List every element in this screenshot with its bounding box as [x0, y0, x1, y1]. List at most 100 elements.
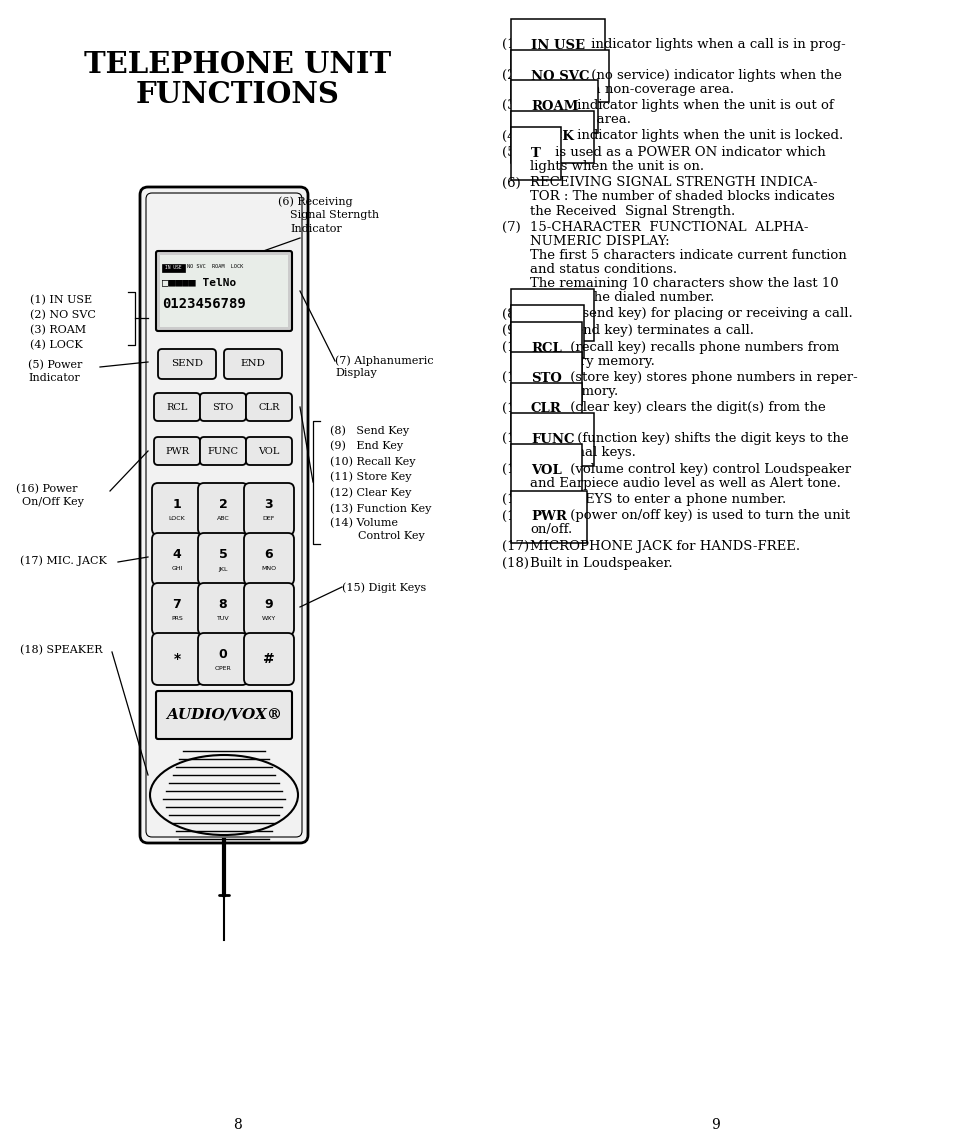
FancyBboxPatch shape [224, 349, 282, 379]
Text: 0123456789: 0123456789 [162, 297, 246, 311]
Text: (4): (4) [501, 129, 520, 143]
Text: MNO: MNO [261, 566, 276, 572]
Text: (2) NO SVC: (2) NO SVC [30, 310, 95, 321]
Bar [160, 254, 288, 327]
FancyBboxPatch shape [246, 393, 292, 421]
Text: repertory memory.: repertory memory. [530, 355, 654, 367]
Text: The first 5 characters indicate current function: The first 5 characters indicate current … [530, 249, 846, 262]
Text: 1: 1 [172, 499, 181, 511]
Text: 15-CHARACTER  FUNCTIONAL  ALPHA-: 15-CHARACTER FUNCTIONAL ALPHA- [530, 221, 807, 234]
FancyBboxPatch shape [156, 251, 292, 331]
Text: SEND: SEND [171, 359, 203, 369]
FancyBboxPatch shape [198, 583, 248, 636]
FancyBboxPatch shape [158, 349, 215, 379]
Bar [162, 264, 185, 272]
Text: Indicator: Indicator [28, 373, 80, 383]
Text: The remaining 10 characters show the last 10: The remaining 10 characters show the las… [530, 277, 838, 290]
Text: (18): (18) [501, 557, 529, 569]
Text: 4: 4 [172, 549, 181, 561]
Text: (9): (9) [501, 324, 520, 337]
Text: FUNC: FUNC [531, 432, 574, 446]
Text: □■■■■ TelNo: □■■■■ TelNo [162, 277, 236, 288]
Text: TELEPHONE UNIT: TELEPHONE UNIT [85, 50, 391, 79]
Text: PRS: PRS [171, 616, 183, 622]
Text: indicator lights when the unit is out of: indicator lights when the unit is out of [572, 99, 833, 112]
Text: (11) Store Key: (11) Store Key [330, 471, 411, 482]
Text: LOCK: LOCK [531, 130, 574, 144]
Text: (17): (17) [501, 540, 529, 553]
Text: (6) Receiving: (6) Receiving [277, 196, 353, 207]
Text: (end key) terminates a call.: (end key) terminates a call. [565, 324, 753, 337]
Text: unit is in a non-coverage area.: unit is in a non-coverage area. [530, 82, 734, 96]
FancyBboxPatch shape [153, 393, 200, 421]
Text: (13): (13) [501, 432, 529, 445]
FancyBboxPatch shape [152, 533, 202, 585]
Text: (volume control key) control Loudspeaker: (volume control key) control Loudspeaker [565, 462, 850, 476]
Text: the home area.: the home area. [530, 113, 630, 126]
Text: (16): (16) [501, 510, 529, 523]
Text: on/off.: on/off. [530, 524, 572, 536]
Text: ABC: ABC [216, 517, 229, 521]
Text: ROAM: ROAM [531, 100, 578, 113]
Text: *: * [173, 652, 180, 666]
FancyBboxPatch shape [152, 483, 202, 535]
Text: TUV: TUV [216, 616, 229, 622]
FancyBboxPatch shape [200, 437, 246, 466]
FancyBboxPatch shape [244, 633, 294, 685]
Text: NUMERIC DISPLAY:: NUMERIC DISPLAY: [530, 235, 669, 248]
Text: IN USE: IN USE [165, 265, 181, 270]
Text: Signal Sterngth: Signal Sterngth [290, 210, 378, 220]
Text: STO: STO [213, 403, 233, 412]
Text: (16) Power: (16) Power [16, 484, 77, 494]
Text: (recall key) recalls phone numbers from: (recall key) recalls phone numbers from [565, 340, 838, 354]
Text: (12) Clear Key: (12) Clear Key [330, 487, 411, 497]
Text: LOCK: LOCK [169, 517, 185, 521]
Text: VOL: VOL [531, 463, 561, 477]
Text: 6: 6 [264, 549, 273, 561]
Text: 3: 3 [264, 499, 273, 511]
FancyBboxPatch shape [152, 583, 202, 636]
Text: (15) Digit Keys: (15) Digit Keys [341, 582, 426, 592]
Text: CLR: CLR [258, 403, 279, 412]
Text: IN USE: IN USE [531, 39, 584, 52]
Text: (8)   Send Key: (8) Send Key [330, 424, 409, 436]
Text: and Earpiece audio level as well as Alert tone.: and Earpiece audio level as well as Aler… [530, 477, 840, 489]
Text: functional keys.: functional keys. [530, 446, 636, 459]
Text: FUNC: FUNC [208, 446, 238, 455]
Text: (1) IN USE: (1) IN USE [30, 296, 92, 306]
Text: (10) Recall Key: (10) Recall Key [330, 456, 416, 467]
Text: (5): (5) [501, 146, 520, 159]
Text: AUDIO∕VOX®: AUDIO∕VOX® [166, 709, 282, 722]
Text: (18) SPEAKER: (18) SPEAKER [20, 645, 102, 655]
Text: lights when the unit is on.: lights when the unit is on. [530, 160, 703, 173]
Text: indicator lights when a call is in prog-: indicator lights when a call is in prog- [587, 38, 845, 51]
Text: (no service) indicator lights when the: (no service) indicator lights when the [587, 68, 841, 81]
Text: 9: 9 [264, 599, 273, 612]
Text: WXY: WXY [262, 616, 275, 622]
Text: VOL: VOL [258, 446, 279, 455]
Ellipse shape [150, 755, 297, 835]
Text: (store key) stores phone numbers in reper-: (store key) stores phone numbers in repe… [565, 371, 857, 385]
Text: RCL: RCL [166, 403, 188, 412]
Text: (9)   End Key: (9) End Key [330, 440, 403, 451]
Text: OPER: OPER [214, 666, 232, 672]
Text: DEF: DEF [262, 517, 274, 521]
Text: GHI: GHI [172, 566, 183, 572]
Text: MICROPHONE JACK for HANDS-FREE.: MICROPHONE JACK for HANDS-FREE. [530, 540, 800, 553]
Text: 8: 8 [218, 599, 227, 612]
Text: JKL: JKL [218, 566, 228, 572]
Text: (13) Function Key: (13) Function Key [330, 503, 431, 513]
Text: END: END [531, 325, 564, 338]
Text: TOR : The number of shaded blocks indicates: TOR : The number of shaded blocks indica… [530, 191, 834, 203]
Text: #: # [263, 652, 274, 666]
Text: indicator lights when the unit is locked.: indicator lights when the unit is locked… [572, 129, 842, 143]
Text: CLR: CLR [531, 403, 561, 415]
Text: RCL: RCL [531, 341, 561, 355]
Text: DIGIT KEYS to enter a phone number.: DIGIT KEYS to enter a phone number. [530, 493, 785, 505]
FancyBboxPatch shape [244, 583, 294, 636]
Text: (3) ROAM: (3) ROAM [30, 325, 86, 335]
Text: is used as a POWER ON indicator which: is used as a POWER ON indicator which [551, 146, 825, 159]
Text: (8): (8) [501, 308, 520, 321]
Text: (power on/off key) is used to turn the unit: (power on/off key) is used to turn the u… [565, 510, 849, 523]
Text: (11): (11) [501, 371, 529, 385]
